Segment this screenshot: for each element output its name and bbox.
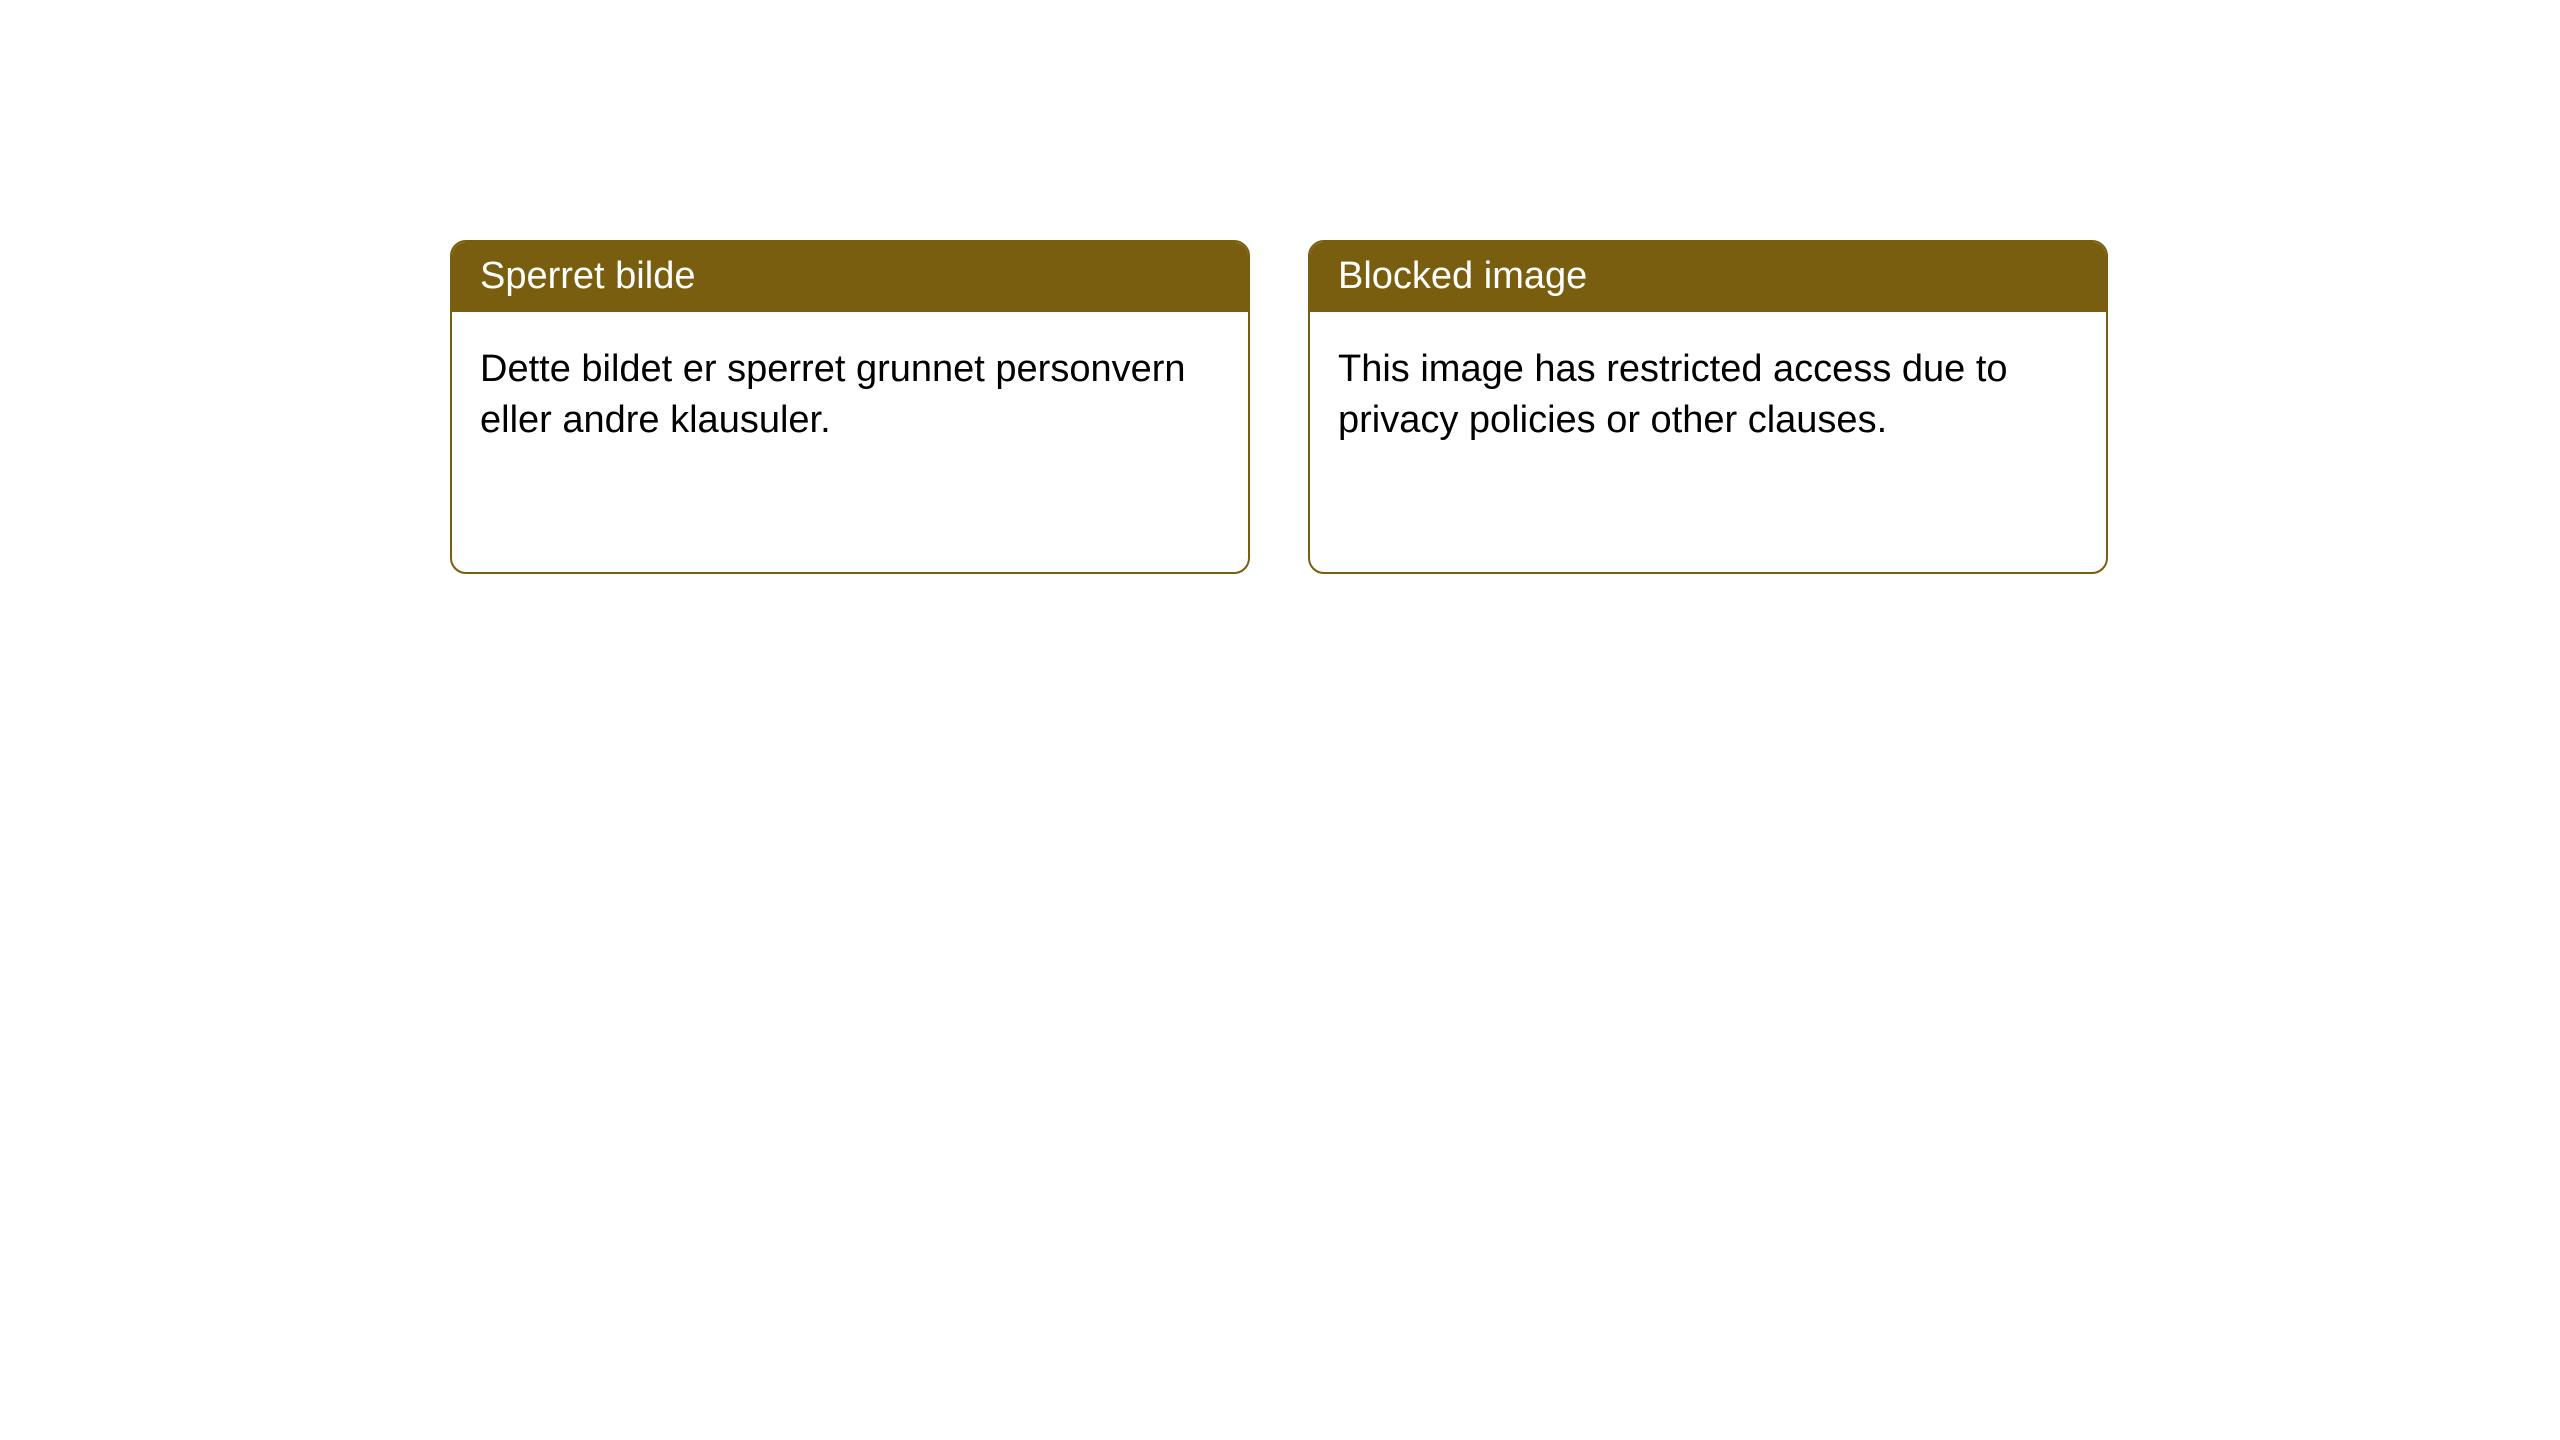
blocked-image-card-en: Blocked image This image has restricted … [1308, 240, 2108, 574]
card-header: Blocked image [1310, 242, 2106, 312]
cards-container: Sperret bilde Dette bildet er sperret gr… [450, 240, 2108, 574]
blocked-image-card-no: Sperret bilde Dette bildet er sperret gr… [450, 240, 1250, 574]
card-body: Dette bildet er sperret grunnet personve… [452, 312, 1248, 479]
card-body: This image has restricted access due to … [1310, 312, 2106, 479]
card-header: Sperret bilde [452, 242, 1248, 312]
